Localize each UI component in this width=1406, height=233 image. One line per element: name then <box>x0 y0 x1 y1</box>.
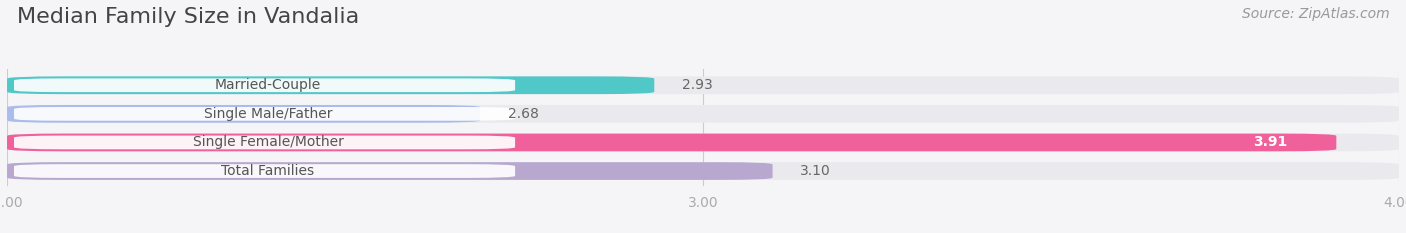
FancyBboxPatch shape <box>7 105 481 123</box>
FancyBboxPatch shape <box>14 164 515 178</box>
FancyBboxPatch shape <box>14 78 515 92</box>
FancyBboxPatch shape <box>7 134 1399 151</box>
FancyBboxPatch shape <box>7 134 1336 151</box>
FancyBboxPatch shape <box>7 76 1399 94</box>
FancyBboxPatch shape <box>7 162 773 180</box>
FancyBboxPatch shape <box>7 162 1399 180</box>
Text: Single Female/Mother: Single Female/Mother <box>193 135 343 149</box>
Text: Median Family Size in Vandalia: Median Family Size in Vandalia <box>17 7 359 27</box>
Text: 2.93: 2.93 <box>682 78 713 92</box>
Text: 3.91: 3.91 <box>1253 135 1288 149</box>
Text: Total Families: Total Families <box>222 164 315 178</box>
FancyBboxPatch shape <box>7 105 1399 123</box>
Text: 3.10: 3.10 <box>800 164 831 178</box>
Text: Married-Couple: Married-Couple <box>215 78 321 92</box>
FancyBboxPatch shape <box>7 76 654 94</box>
Text: Single Male/Father: Single Male/Father <box>204 107 332 121</box>
FancyBboxPatch shape <box>14 136 515 149</box>
FancyBboxPatch shape <box>14 107 515 121</box>
Text: 2.68: 2.68 <box>508 107 538 121</box>
Text: Source: ZipAtlas.com: Source: ZipAtlas.com <box>1241 7 1389 21</box>
